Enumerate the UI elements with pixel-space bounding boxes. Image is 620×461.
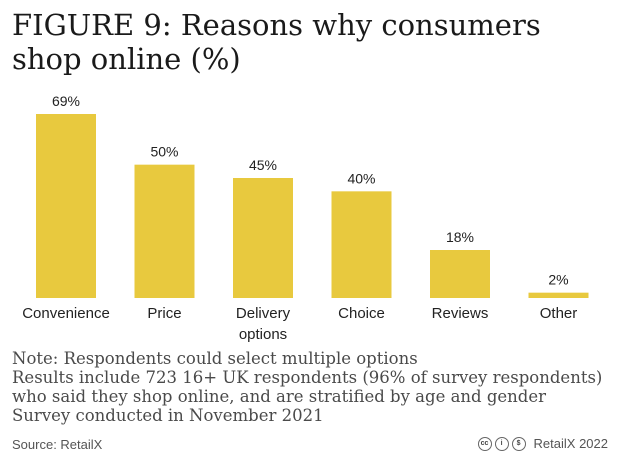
license-footer: cc i $ RetailX 2022 (477, 436, 608, 451)
bar (528, 292, 589, 298)
value-label: 40% (347, 170, 375, 186)
value-label: 50% (150, 144, 178, 160)
category-label: Other (540, 305, 578, 322)
value-label: 2% (548, 272, 568, 288)
bar-chart: 69% 50% 45% 40% 18% 2% Convenience Price Delive… (22, 93, 589, 343)
category-label-group: Convenience Price Delivery options Choice Rev… (22, 305, 577, 343)
category-label: Price (147, 305, 181, 322)
category-label: Choice (338, 305, 385, 322)
category-label: Convenience (22, 305, 110, 322)
value-label: 69% (52, 93, 80, 109)
title-line-1: FIGURE 9: Reasons why consumers (12, 8, 541, 42)
value-label: 45% (249, 157, 277, 173)
creative-commons-icon: cc (477, 436, 492, 451)
value-label-group: 69% 50% 45% 40% 18% 2% (52, 93, 569, 288)
noncommercial-icon: $ (511, 436, 526, 451)
note-line: Results include 723 16+ UK respondents (… (12, 368, 603, 387)
source-text: Source: RetailX (12, 437, 103, 452)
bar (331, 191, 392, 298)
note-line: Note: Respondents could select multiple … (12, 349, 418, 368)
bar (430, 250, 490, 298)
note-line: Survey conducted in November 2021 (12, 406, 324, 425)
attribution-icon: i (494, 436, 509, 451)
category-label: Reviews (432, 305, 489, 322)
category-label: Delivery (236, 305, 291, 322)
note-line: who said they shop online, and are strat… (12, 387, 547, 406)
value-label: 18% (446, 229, 474, 245)
bar (36, 114, 96, 298)
bar-group (36, 114, 589, 298)
chart-notes: Note: Respondents could select multiple … (12, 349, 612, 425)
brand-text: RetailX 2022 (533, 436, 608, 451)
chart-title: FIGURE 9: Reasons why consumers shop onl… (12, 8, 608, 76)
category-label: options (239, 326, 287, 343)
bar (233, 178, 293, 298)
title-line-2: shop online (%) (12, 42, 241, 76)
bar (134, 164, 195, 298)
